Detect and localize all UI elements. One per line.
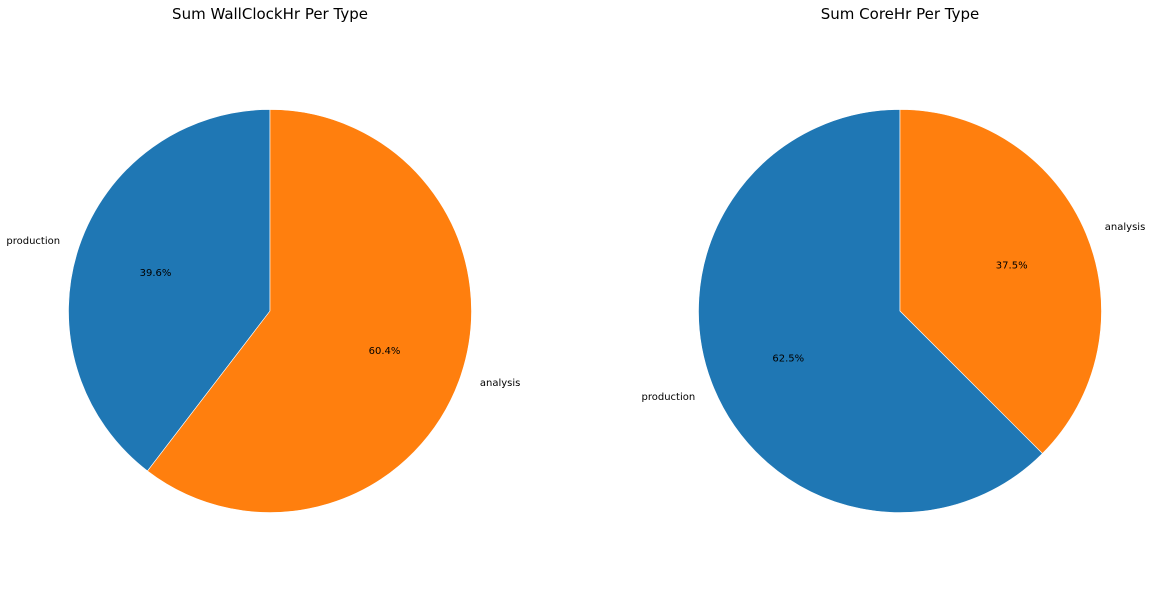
slice-label-production: production [641, 392, 695, 403]
chart-title: Sum WallClockHr Per Type [172, 5, 368, 23]
slice-percent-analysis: 60.4% [369, 346, 401, 357]
slice-percent-analysis: 37.5% [996, 261, 1028, 272]
pie-slice-production [68, 109, 271, 472]
pie-slices [698, 109, 1102, 513]
pie-chart-corehr: Sum CoreHr Per Type production 62.5% analy… [641, 5, 1145, 513]
pie-chart-wallclockhr: Sum WallClockHr Per Type production 39.6%… [6, 5, 520, 513]
chart-title: Sum CoreHr Per Type [821, 5, 979, 23]
pie-labels: production 62.5% analysis 37.5% [641, 222, 1145, 403]
slice-label-production: production [6, 236, 60, 247]
pie-slice-analysis [899, 109, 1102, 454]
pie-slice-analysis [147, 109, 472, 513]
slice-label-analysis: analysis [1105, 222, 1146, 233]
slice-percent-production: 62.5% [772, 353, 804, 364]
slice-percent-production: 39.6% [140, 268, 172, 279]
pie-labels: production 39.6% analysis 60.4% [6, 236, 520, 389]
pie-slices [68, 109, 472, 513]
slice-label-analysis: analysis [480, 378, 521, 389]
pie-slice-production [698, 109, 1043, 513]
